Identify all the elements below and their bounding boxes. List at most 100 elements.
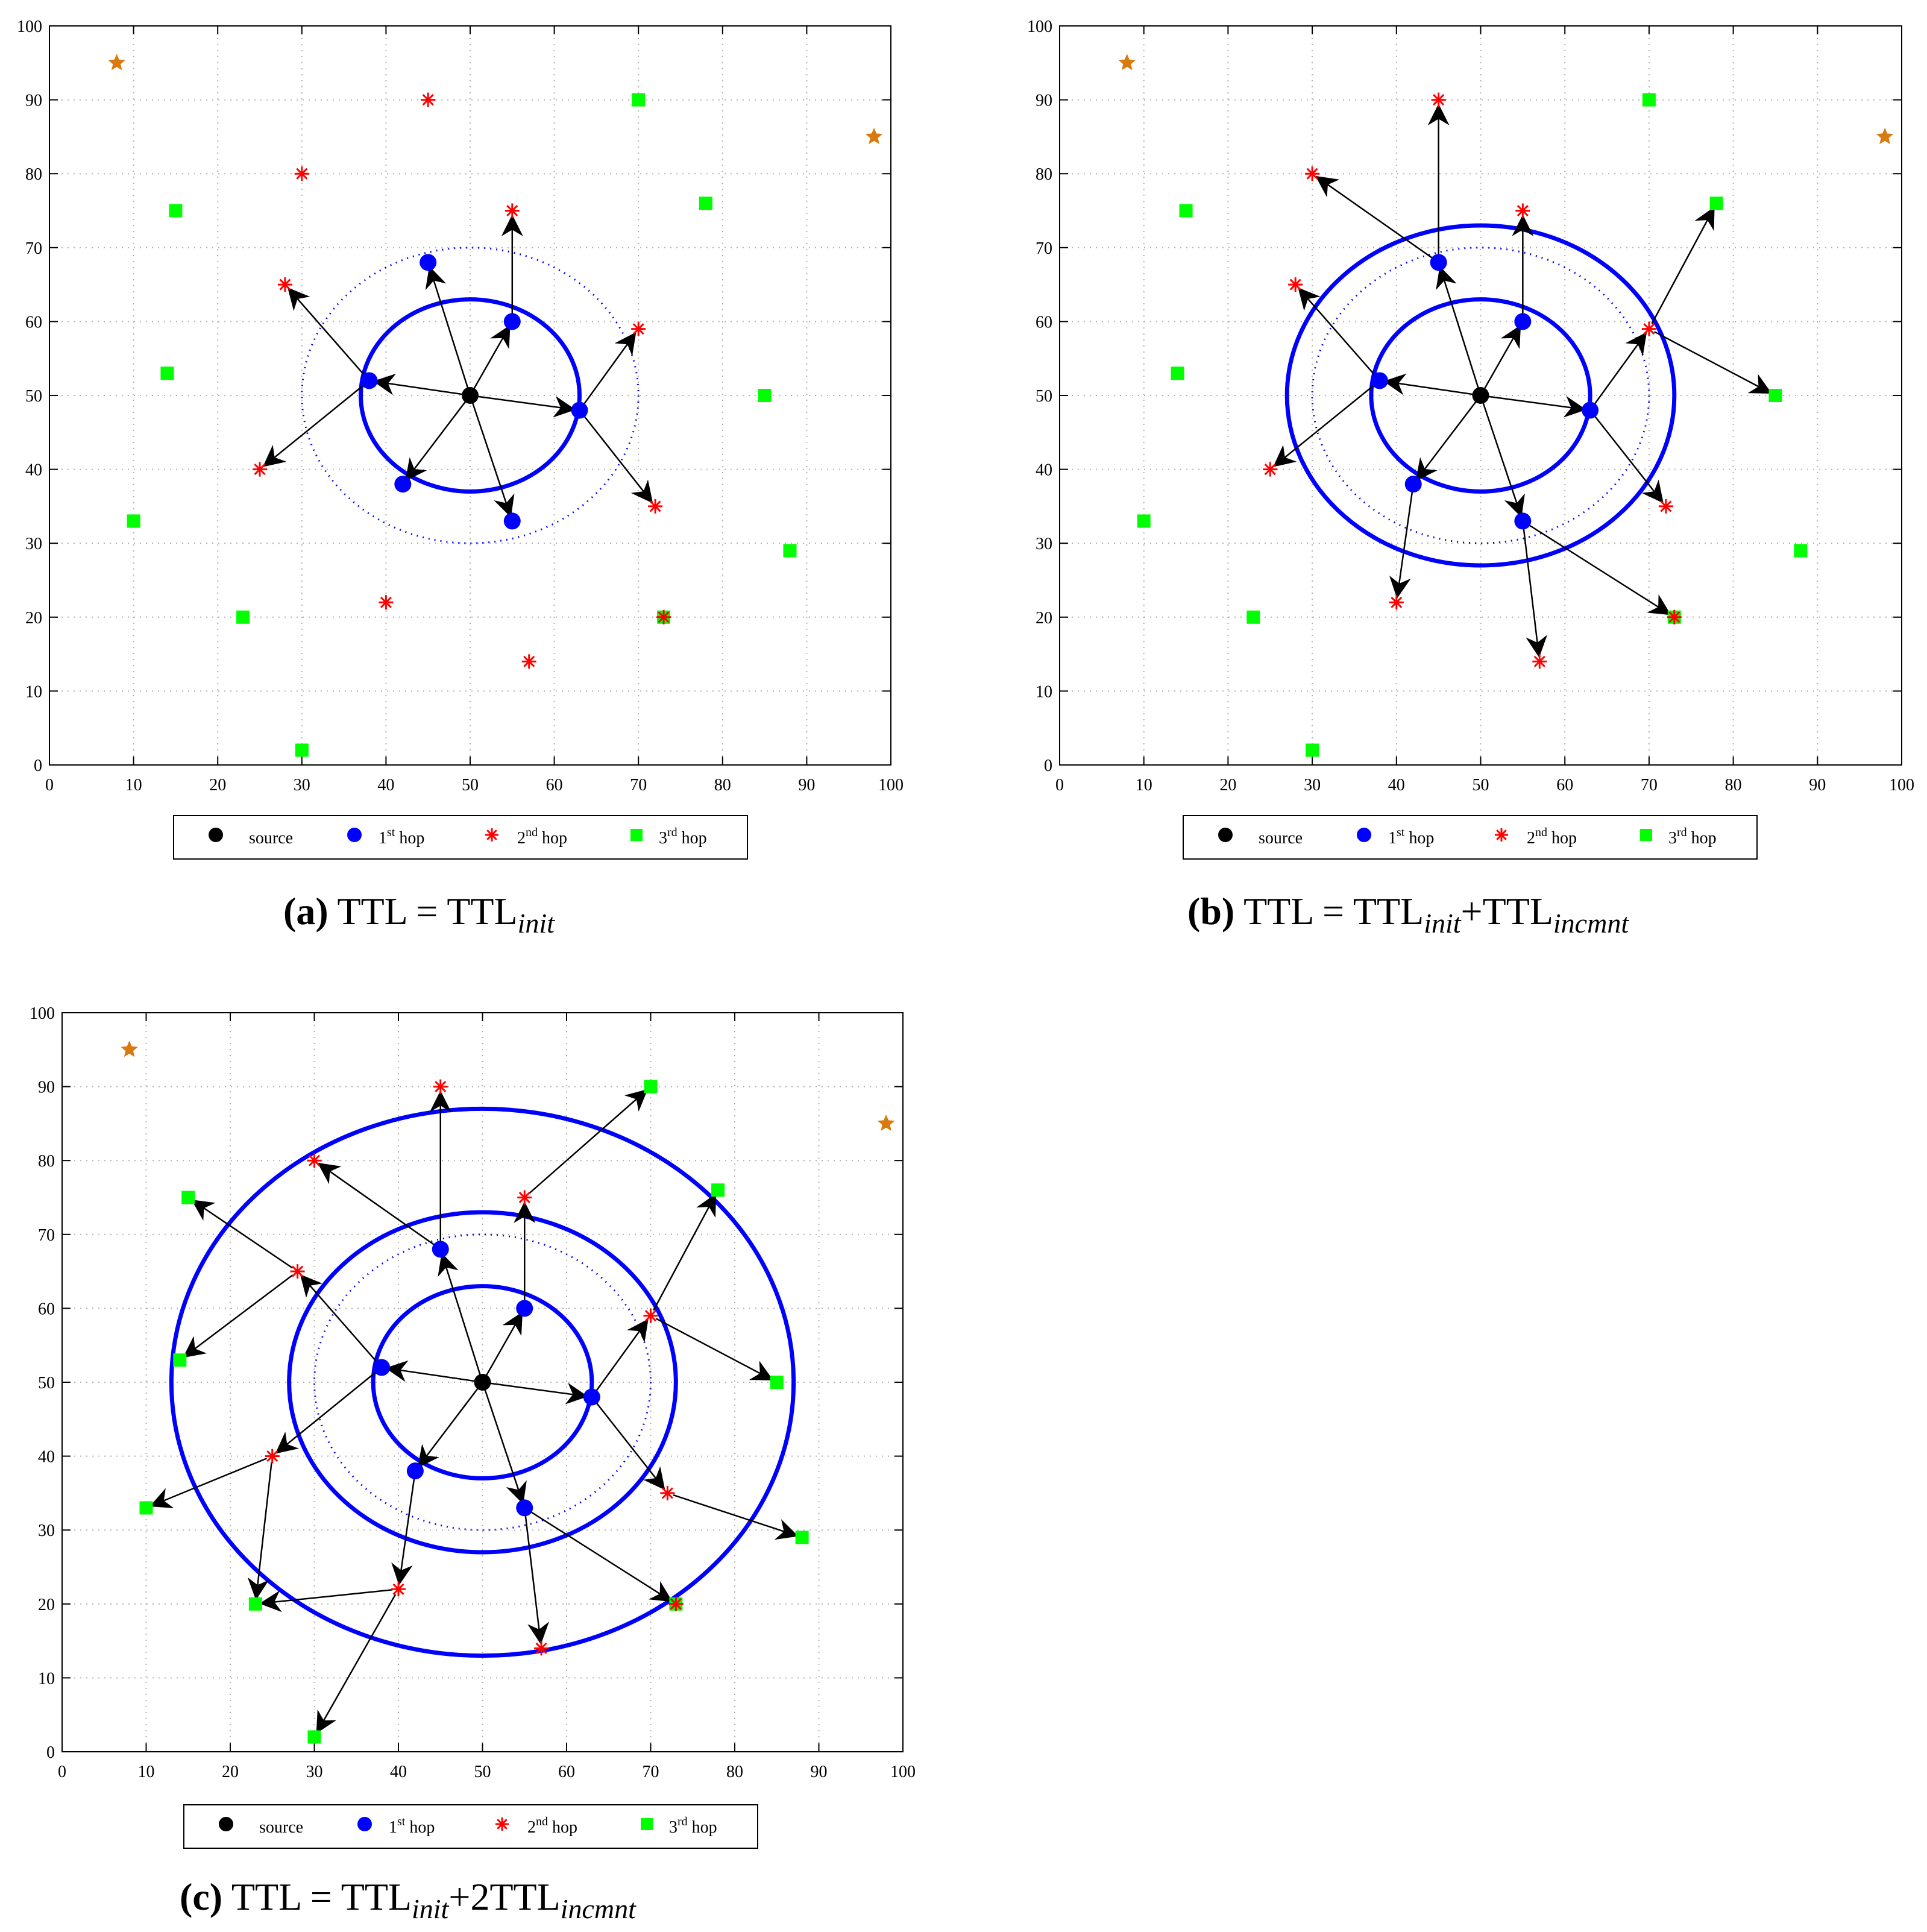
hop-arrow bbox=[405, 400, 467, 482]
hop2-marker bbox=[290, 1264, 305, 1279]
legend-source-label: source bbox=[249, 829, 293, 848]
hop2-marker bbox=[1305, 166, 1320, 181]
hop3-marker bbox=[1137, 514, 1151, 528]
hop2-marker bbox=[421, 92, 436, 107]
hop2-marker bbox=[277, 277, 292, 292]
x-tick-label: 40 bbox=[1388, 776, 1405, 795]
hop3-marker bbox=[181, 1191, 195, 1204]
hop3-marker bbox=[236, 610, 250, 624]
hop-arrow bbox=[1651, 206, 1715, 324]
legend-hop2-marker bbox=[495, 1817, 509, 1831]
y-tick-label: 70 bbox=[38, 1226, 55, 1245]
hop-arrow bbox=[385, 1360, 477, 1382]
x-tick-label: 80 bbox=[714, 776, 731, 795]
hop3-marker bbox=[1171, 367, 1184, 380]
star-marker bbox=[108, 54, 125, 71]
legend-hop3-marker bbox=[1640, 829, 1652, 841]
x-tick-label: 90 bbox=[1809, 776, 1826, 795]
hop2-marker bbox=[521, 654, 536, 669]
x-tick-label: 20 bbox=[209, 776, 226, 795]
hop-arrow bbox=[594, 1318, 649, 1393]
legend-hop2-marker bbox=[1495, 828, 1508, 842]
hop2-marker bbox=[1431, 92, 1446, 107]
star-marker bbox=[1118, 54, 1136, 71]
x-tick-label: 0 bbox=[1055, 776, 1064, 795]
legend-hop3-marker bbox=[641, 1818, 653, 1830]
hop-arrow bbox=[417, 1386, 480, 1468]
x-tick-label: 70 bbox=[1641, 776, 1658, 795]
hop2-marker bbox=[391, 1582, 406, 1597]
hop3-marker bbox=[644, 1080, 658, 1093]
range-ring bbox=[1284, 223, 1677, 568]
y-tick-label: 80 bbox=[25, 165, 42, 184]
range-ring bbox=[169, 1106, 796, 1658]
range-ring bbox=[287, 1210, 678, 1555]
hop-arrow bbox=[1315, 175, 1435, 260]
legend-hop1-marker bbox=[357, 1817, 372, 1831]
hop-arrow bbox=[1415, 400, 1478, 482]
y-tick-label: 70 bbox=[25, 239, 42, 258]
y-tick-label: 10 bbox=[38, 1669, 55, 1688]
x-tick-label: 30 bbox=[294, 776, 310, 795]
hop2-marker bbox=[668, 1596, 684, 1611]
legend-hop2-label: 2nd hop bbox=[517, 826, 567, 848]
hop-arrow bbox=[1389, 489, 1413, 599]
x-tick-label: 20 bbox=[222, 1763, 239, 1781]
hop2-marker bbox=[1667, 609, 1682, 625]
y-tick-label: 50 bbox=[38, 1374, 55, 1392]
x-tick-label: 70 bbox=[643, 1763, 659, 1781]
legend: source 1st hop 2nd hop 3rd hop bbox=[173, 815, 748, 860]
hop1-marker bbox=[1514, 512, 1532, 530]
hop-arrow bbox=[391, 1476, 415, 1585]
hop1-marker bbox=[406, 1462, 424, 1480]
hop3-marker bbox=[160, 367, 174, 380]
hop-arrow bbox=[1593, 414, 1664, 503]
legend-hop3-marker bbox=[630, 829, 643, 841]
chart-panel-a: 0 10 20 30 40 50 60 70 80 90 100 0 10 20 30 40 50 60 70 80 9… bbox=[17, 17, 904, 860]
x-tick-label: 70 bbox=[630, 776, 647, 795]
y-tick-label: 20 bbox=[25, 609, 42, 628]
hop2-marker bbox=[660, 1485, 675, 1500]
hop3-marker bbox=[1768, 389, 1782, 402]
hop1-marker bbox=[1371, 372, 1388, 389]
caption-c: (c) TTL = TTLinit+2TTLincmnt bbox=[180, 1875, 636, 1924]
legend-hop1-marker bbox=[1357, 828, 1371, 842]
hop-arrow bbox=[288, 287, 366, 377]
legend-hop3-label: 3rd hop bbox=[669, 1815, 717, 1837]
hop3-marker bbox=[139, 1501, 153, 1515]
hop2-marker bbox=[265, 1449, 280, 1464]
x-tick-label: 50 bbox=[462, 776, 479, 795]
hop1-marker bbox=[516, 1499, 533, 1517]
star-marker bbox=[1876, 127, 1894, 144]
x-tick-label: 20 bbox=[1219, 776, 1236, 795]
hop1-marker bbox=[373, 1359, 391, 1376]
hop2-marker bbox=[517, 1190, 532, 1205]
hop-arrow bbox=[471, 401, 515, 518]
hop2-marker bbox=[294, 166, 309, 181]
hop3-marker bbox=[632, 93, 646, 107]
y-tick-label: 30 bbox=[25, 535, 42, 553]
hop3-marker bbox=[1642, 93, 1656, 107]
caption-a: (a) TTL = TTLinit bbox=[283, 890, 555, 939]
hop-arrow bbox=[528, 1089, 648, 1194]
hop-arrow bbox=[149, 1458, 267, 1508]
hop-arrow bbox=[582, 332, 637, 406]
hop3-marker bbox=[711, 1183, 725, 1197]
hop-arrow bbox=[529, 1510, 673, 1602]
hop2-marker bbox=[648, 499, 663, 514]
x-tick-label: 10 bbox=[138, 1763, 155, 1781]
hop3-marker bbox=[758, 389, 772, 402]
hop3-marker bbox=[783, 544, 797, 558]
hop2-marker bbox=[656, 609, 671, 625]
hop1-marker bbox=[1514, 313, 1532, 330]
hop2-marker bbox=[1532, 654, 1547, 669]
hop-arrow bbox=[1482, 401, 1525, 518]
hop-arrow bbox=[262, 383, 365, 467]
legend-hop1-label: 1st hop bbox=[389, 1815, 435, 1837]
y-tick-label: 20 bbox=[38, 1596, 55, 1614]
x-tick-label: 50 bbox=[474, 1763, 491, 1781]
hop1-marker bbox=[571, 401, 588, 419]
y-tick-label: 80 bbox=[1036, 165, 1052, 184]
hop-arrow bbox=[1523, 527, 1548, 658]
